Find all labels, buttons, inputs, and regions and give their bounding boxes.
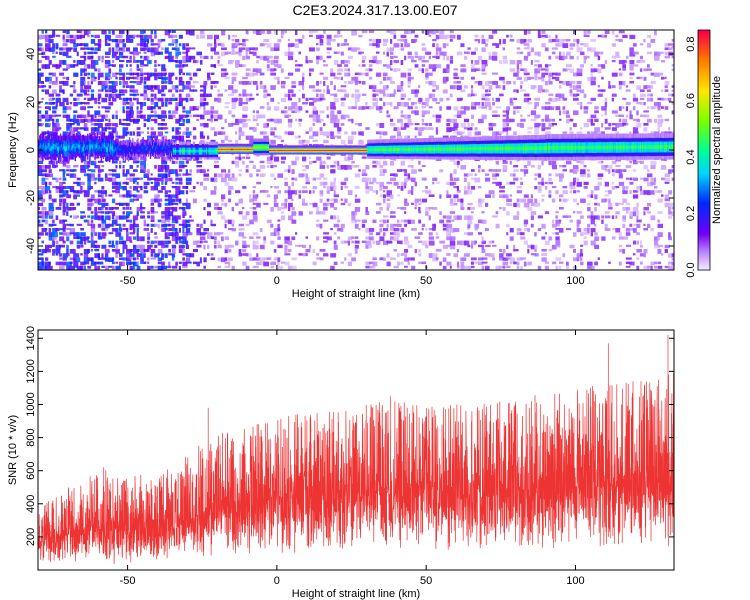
snr-y-axis-label: SNR (10 * v/v) (7, 415, 19, 485)
colorbar-tick-label: 0.8 (685, 36, 697, 51)
colorbar-tick-label: 0.2 (685, 206, 697, 221)
snr-y-tick-label: 400 (25, 495, 37, 513)
heatmap-x-tick-label: 0 (274, 275, 280, 287)
snr-y-tick-label: 800 (25, 428, 37, 446)
heatmap-x-tick-label: 100 (566, 275, 584, 287)
heatmap-y-tick-label: -40 (25, 238, 37, 254)
heatmap-y-tick-label: 0 (25, 147, 37, 153)
snr-x-tick-label: 50 (420, 575, 432, 587)
colorbar (697, 29, 711, 271)
heatmap-y-tick-label: -20 (25, 190, 37, 206)
heatmap-y-tick-label: 20 (25, 96, 37, 108)
snr-x-axis-label: Height of straight line (km) (292, 588, 420, 600)
snr-x-tick-label: -50 (120, 575, 136, 587)
snr-frame (37, 329, 675, 571)
snr-x-tick-label: 100 (566, 575, 584, 587)
colorbar-label: Normalized spectral amplitude (711, 76, 723, 224)
snr-y-tick-label: 1200 (25, 359, 37, 383)
snr-series-line (38, 335, 674, 565)
heatmap-y-tick-label: 40 (25, 48, 37, 60)
colorbar-tick-label: 0.6 (685, 93, 697, 108)
heatmap-y-axis-label: Frequency (Hz) (7, 112, 19, 188)
snr-y-tick-label: 600 (25, 462, 37, 480)
snr-y-tick-label: 1000 (25, 392, 37, 416)
snr-y-tick-label: 1400 (25, 326, 37, 350)
colorbar-tick-label: 0.4 (685, 149, 697, 164)
figure-title: C2E3.2024.317.13.00.E07 (292, 2, 458, 18)
heatmap-cells (38, 30, 674, 270)
snr-y-tick-label: 200 (25, 528, 37, 546)
heatmap-x-tick-label: -50 (120, 275, 136, 287)
colorbar-tick-label: 0.0 (685, 262, 697, 277)
snr-x-tick-label: 0 (274, 575, 280, 587)
heatmap-x-tick-label: 50 (420, 275, 432, 287)
heatmap-x-axis-label: Height of straight line (km) (292, 288, 420, 300)
